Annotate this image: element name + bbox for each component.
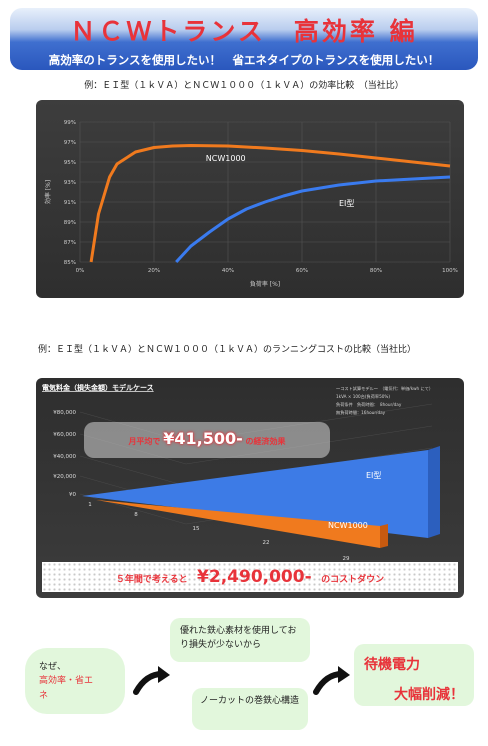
why-line3: ネ <box>39 690 49 701</box>
cost-model-note-line: ～コスト試算モデル～ （電気代：単価/kwh にて） <box>336 385 433 392</box>
result-line1: 待機電力 <box>364 657 420 673</box>
x-axis-label: 負荷率 [%] <box>250 280 280 288</box>
why-line2: 高効率・省エ <box>39 676 94 687</box>
page-subtitle: 高効率のトランスを使用したい！ 省エネタイプのトランスを使用したい！ <box>48 53 440 67</box>
x-tick-label: 0% <box>76 268 85 274</box>
y-tick-label: 85% <box>64 260 76 266</box>
y-tick-label: 99% <box>64 120 76 126</box>
cost-chart-panel: 電気料金（損失金額）モデルケース ¥80,000 ¥60,000 ¥40,000 ¥20… <box>36 378 464 598</box>
series-side-ncw <box>380 524 388 548</box>
reason-bubble-2: ノーカットの巻鉄心構造 <box>192 688 308 730</box>
total-suffix: のコストダウン <box>321 575 385 585</box>
series-area-ncw <box>96 500 380 548</box>
x-tick-label: 40% <box>222 268 234 274</box>
series-label-ncw: NCW1000 <box>328 521 368 530</box>
monthly-suffix: の経済効果 <box>245 437 286 446</box>
arrow-right-icon <box>133 666 170 695</box>
arrow-right-icon <box>313 666 350 695</box>
y-gridline <box>79 455 187 487</box>
cost-chart-title: 電気料金（損失金額）モデルケース <box>42 383 154 392</box>
x-tick-label: 22 <box>263 540 270 546</box>
cost-model-note-line: 無負荷時間：16hour/day <box>336 409 386 416</box>
x-tick-label: 80% <box>370 268 382 274</box>
y-tick-label: ¥0 <box>69 492 76 498</box>
x-tick-label: 20% <box>148 268 160 274</box>
x-tick-label: 29 <box>343 556 350 562</box>
cost-chart: 電気料金（損失金額）モデルケース ¥80,000 ¥60,000 ¥40,000 ¥20… <box>42 383 440 562</box>
x-tick-label: 1 <box>88 502 92 508</box>
y-tick-label: 87% <box>64 240 76 246</box>
monthly-prefix: 月平均で <box>128 437 161 446</box>
x-tick-label: 100% <box>442 268 458 274</box>
y-tick-label: 91% <box>64 200 76 206</box>
monthly-amount: ¥41,500- <box>163 429 243 448</box>
efficiency-chart: 85% 87% 89% 91% 93% 95% 97% 99% 0% 20% 40% 60% 80% 10… <box>44 120 458 288</box>
y-tick-label: 89% <box>64 220 76 226</box>
x-tick-label: 15 <box>193 526 200 532</box>
cost-model-note-line: 1kVA × 100台(負荷率50%) <box>336 393 390 400</box>
series-label-ei: EI型 <box>366 471 381 480</box>
series-label-ncw: NCW1000 <box>206 154 246 163</box>
result-line2: 大幅削減！ <box>394 687 464 704</box>
why-line1: なぜ、 <box>39 662 67 672</box>
y-tick-label: 93% <box>64 180 76 186</box>
why-bubble: なぜ、 高効率・省エ ネ <box>25 648 125 714</box>
series-line-0 <box>89 144 451 263</box>
series-line-1 <box>175 175 451 264</box>
monthly-effect-box: 月平均で ¥41,500- の経済効果 <box>84 422 330 458</box>
running-cost-caption: 例：ＥＩ型（１ｋＶＡ）とＮＣＷ１０００（１ｋＶＡ）のランニングコストの比較（当社… <box>38 345 417 355</box>
y-gridline <box>79 493 187 525</box>
cost-model-note-line: 負荷条件 負荷時間： 8hour/day <box>336 401 402 408</box>
reason-bubble-1: 優れた鉄心素材を使用してお り損失が少ないから <box>170 618 310 662</box>
y-tick-label: 95% <box>64 160 76 166</box>
efficiency-caption: 例：ＥＩ型（１ｋＶＡ）とＮＣＷ１０００（１ｋＶＡ）の効率比較 （当社比） <box>84 81 404 91</box>
y-axis-label: 効率 [%] <box>44 180 52 204</box>
page-title: ＮＣＷトランス 高効率 編 <box>70 17 418 46</box>
y-tick-label: 97% <box>64 140 76 146</box>
total-amount: ¥2,490,000- <box>197 567 312 587</box>
x-tick-label: 8 <box>134 512 138 518</box>
y-tick-label: ¥20,000 <box>53 474 76 480</box>
series-side-ei <box>428 446 440 538</box>
total-cost-banner: ５年間で考えると ¥2,490,000- のコストダウン <box>42 562 458 592</box>
series-label-ei: EI型 <box>339 199 354 208</box>
x-tick-label: 60% <box>296 268 308 274</box>
header-banner: ＮＣＷトランス 高効率 編 高効率のトランスを使用したい！ 省エネタイプのトラン… <box>10 8 478 70</box>
series-area-ei <box>82 450 428 538</box>
result-bubble: 待機電力 大幅削減！ <box>354 644 474 706</box>
total-prefix: ５年間で考えると <box>115 575 188 585</box>
y-tick-label: ¥60,000 <box>53 432 76 438</box>
y-tick-label: ¥80,000 <box>53 410 76 416</box>
efficiency-chart-panel: 85% 87% 89% 91% 93% 95% 97% 99% 0% 20% 40% 60% 80% 10… <box>36 100 464 298</box>
y-tick-label: ¥40,000 <box>53 454 76 460</box>
